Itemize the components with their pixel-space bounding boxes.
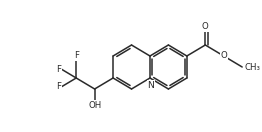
Text: F: F — [74, 51, 79, 60]
Text: OH: OH — [88, 101, 101, 110]
Text: N: N — [148, 81, 154, 90]
Text: O: O — [220, 51, 227, 60]
Text: F: F — [56, 82, 62, 91]
Text: O: O — [202, 22, 209, 31]
Text: F: F — [56, 65, 62, 74]
Text: CH₃: CH₃ — [244, 62, 260, 72]
